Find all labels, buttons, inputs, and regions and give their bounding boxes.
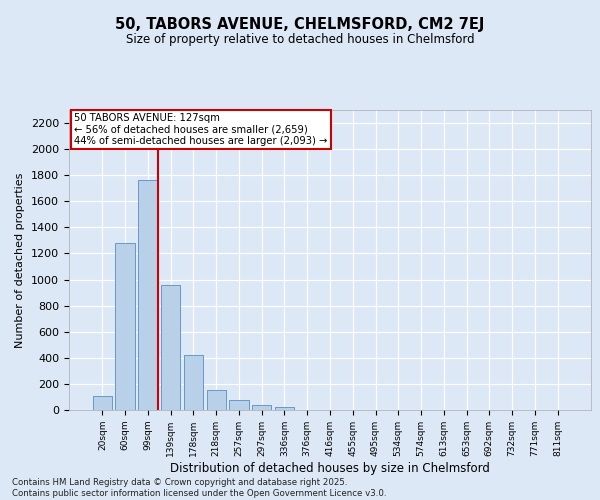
Bar (115, 243, 135, 410)
Bar (184, 355, 203, 410)
Bar (252, 405, 271, 410)
Bar (138, 180, 158, 410)
Bar (93, 396, 112, 410)
Y-axis label: Number of detached properties: Number of detached properties (16, 172, 25, 348)
Text: Contains HM Land Registry data © Crown copyright and database right 2025.
Contai: Contains HM Land Registry data © Crown c… (12, 478, 386, 498)
Bar (161, 285, 181, 410)
Text: 50 TABORS AVENUE: 127sqm
← 56% of detached houses are smaller (2,659)
44% of sem: 50 TABORS AVENUE: 127sqm ← 56% of detach… (74, 113, 328, 146)
Bar (206, 390, 226, 410)
X-axis label: Distribution of detached houses by size in Chelmsford: Distribution of detached houses by size … (170, 462, 490, 474)
Text: Size of property relative to detached houses in Chelmsford: Size of property relative to detached ho… (125, 32, 475, 46)
Bar (275, 406, 294, 410)
Text: 50, TABORS AVENUE, CHELMSFORD, CM2 7EJ: 50, TABORS AVENUE, CHELMSFORD, CM2 7EJ (115, 18, 485, 32)
Bar (229, 400, 248, 410)
